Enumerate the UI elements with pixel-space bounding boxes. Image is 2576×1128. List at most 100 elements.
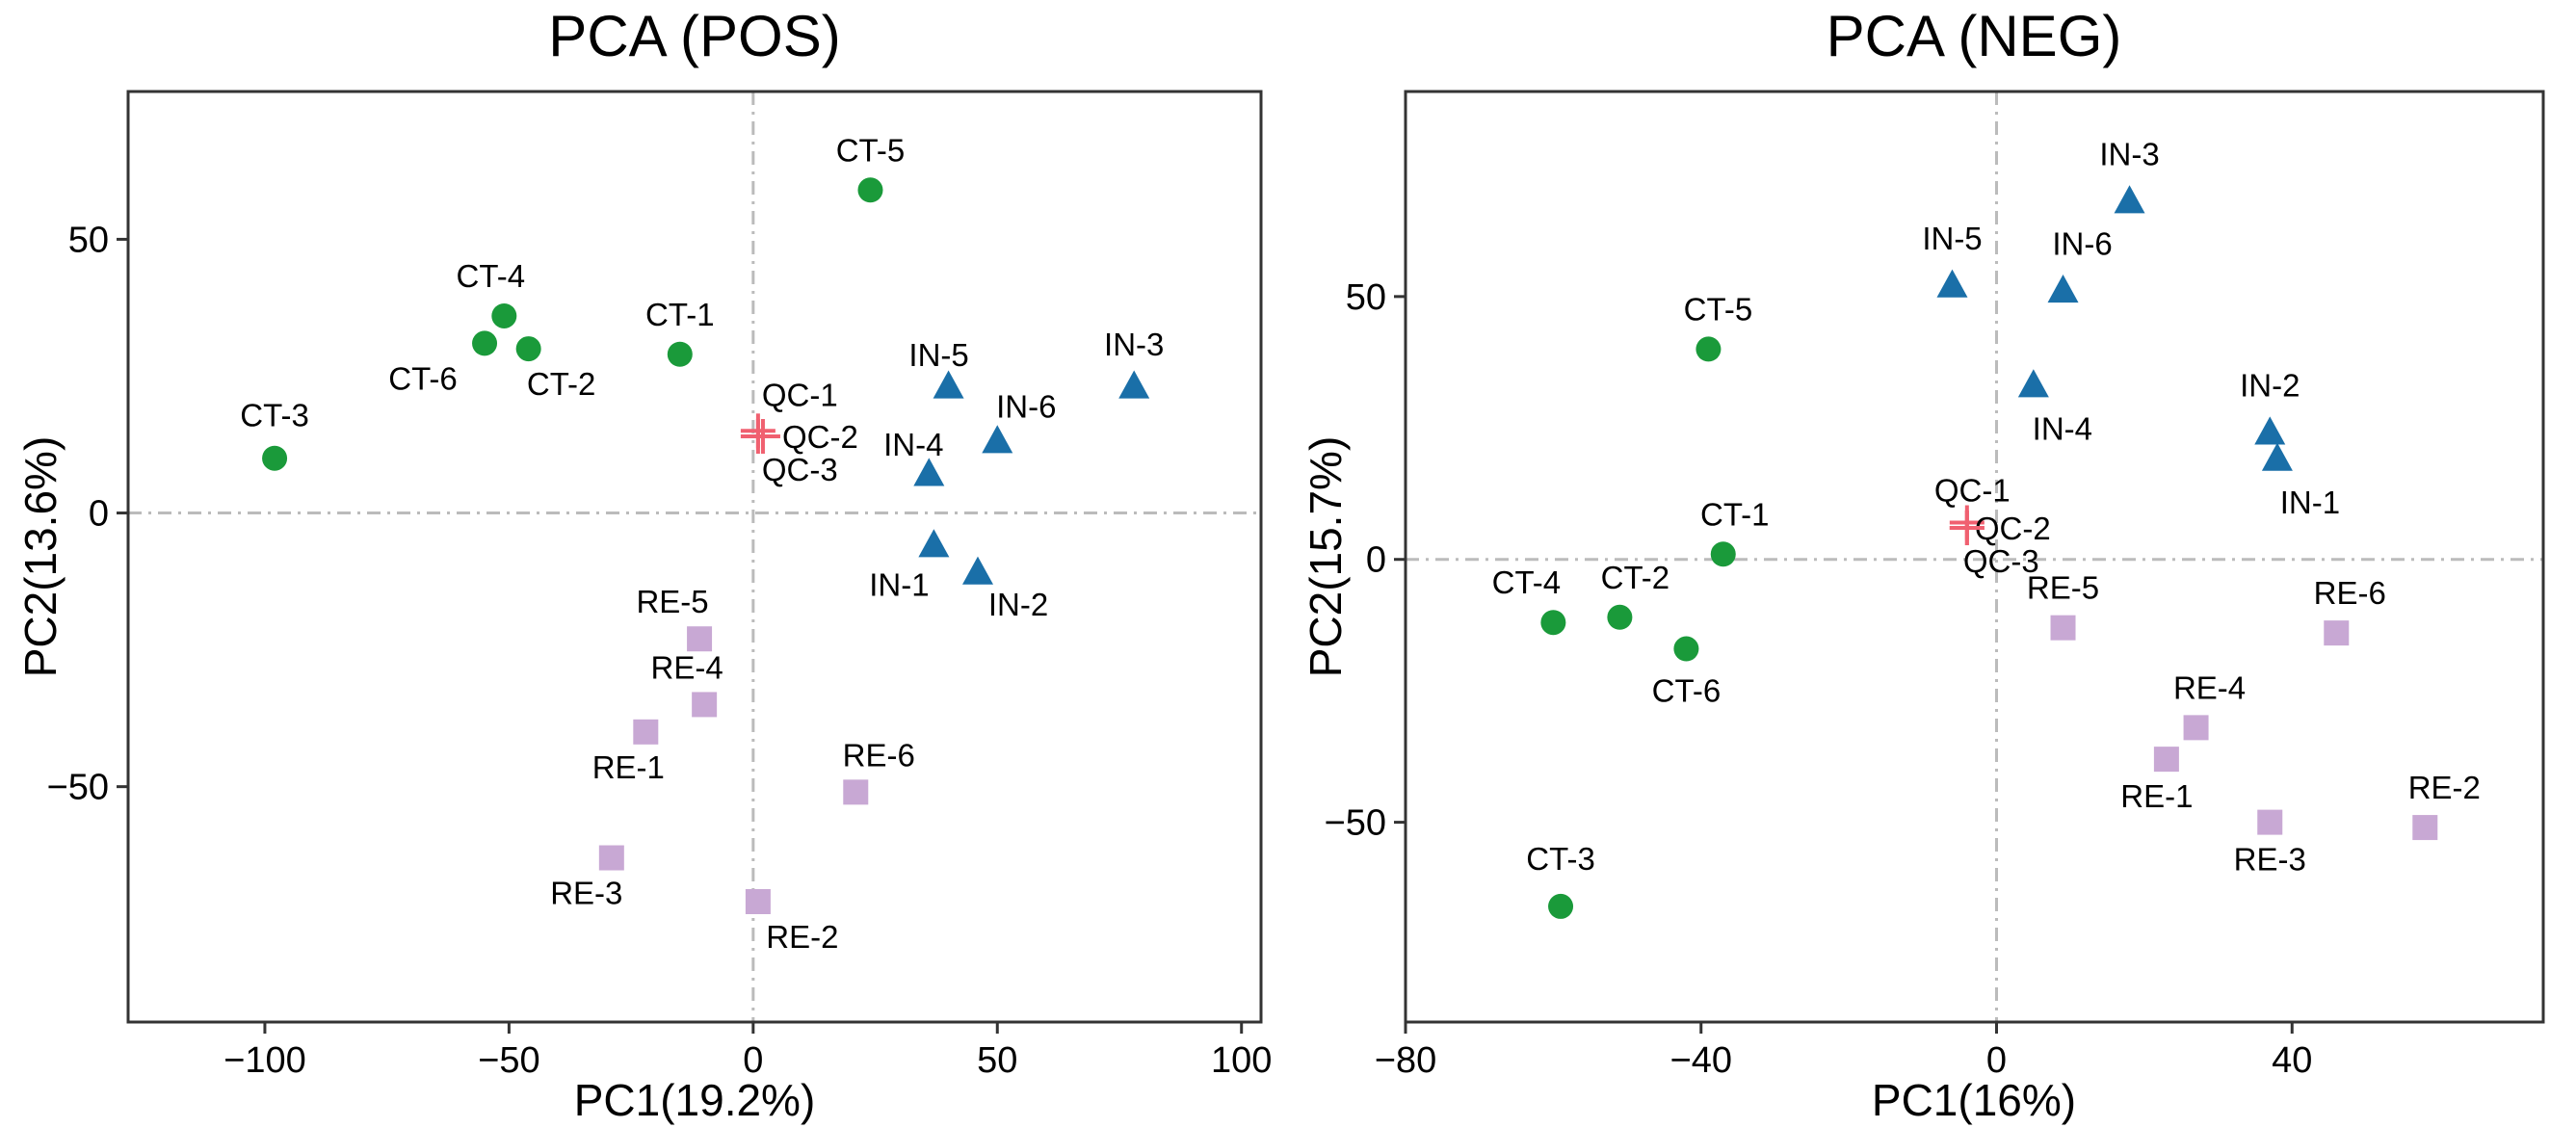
point-re-6 [843, 779, 869, 805]
point-label-ct-3: CT-3 [1526, 841, 1595, 877]
point-re-4 [2183, 715, 2209, 741]
point-label-in-1: IN-1 [869, 567, 929, 603]
point-in-1 [2261, 442, 2293, 471]
plot-frame [126, 90, 1263, 1024]
x-tick-label: 0 [743, 1040, 763, 1081]
x-tick-label: 40 [2272, 1040, 2312, 1081]
point-label-qc-1: QC-1 [1934, 473, 2011, 509]
x-tick-label: 50 [977, 1040, 1017, 1081]
point-label-ct-2: CT-2 [1601, 560, 1670, 595]
point-ct-3 [262, 445, 288, 471]
point-in-6 [982, 425, 1013, 454]
y-tick-label: 50 [1346, 277, 1386, 318]
point-ct-1 [1710, 541, 1736, 567]
point-label-re-2: RE-2 [2408, 770, 2481, 805]
point-label-ct-4: CT-4 [1492, 564, 1562, 600]
point-in-2 [962, 556, 993, 585]
point-label-in-6: IN-6 [996, 389, 1056, 425]
y-tick-label: 0 [89, 494, 109, 535]
point-label-ct-3: CT-3 [240, 398, 309, 433]
point-in-3 [1118, 370, 1150, 399]
point-ct-4 [1540, 610, 1566, 636]
point-re-4 [692, 692, 718, 718]
point-ct-1 [667, 341, 693, 367]
point-ct-6 [472, 330, 498, 356]
y-axis-label: PC2(13.6%) [15, 436, 66, 678]
point-ct-2 [1607, 604, 1633, 630]
point-ct-3 [1548, 893, 1574, 919]
x-axis-label: PC1(19.2%) [574, 1075, 816, 1125]
point-re-6 [2324, 620, 2350, 646]
x-tick-label: 0 [1986, 1040, 2007, 1081]
point-label-in-5: IN-5 [1922, 221, 1982, 256]
point-label-in-2: IN-2 [988, 587, 1048, 622]
point-label-in-3: IN-3 [2099, 137, 2159, 172]
point-label-ct-1: CT-1 [1700, 496, 1770, 532]
point-re-1 [2153, 747, 2179, 773]
point-ct-5 [1695, 336, 1722, 362]
point-label-qc-3: QC-3 [762, 452, 838, 487]
y-tick-label: −50 [47, 768, 109, 808]
point-ct-2 [515, 336, 541, 362]
x-tick-label: −100 [223, 1040, 306, 1081]
point-label-re-6: RE-6 [2314, 575, 2386, 611]
point-in-2 [2254, 416, 2286, 445]
point-label-ct-2: CT-2 [527, 366, 596, 402]
point-label-re-3: RE-3 [550, 876, 622, 911]
x-axis-label: PC1(16%) [1872, 1075, 2076, 1125]
point-label-re-4: RE-4 [651, 649, 723, 685]
point-in-1 [918, 529, 950, 558]
point-in-5 [1936, 269, 1968, 298]
point-label-qc-2: QC-2 [782, 419, 858, 455]
point-label-re-1: RE-1 [2120, 778, 2193, 814]
point-in-4 [913, 458, 945, 486]
point-in-5 [933, 370, 964, 399]
y-axis-label: PC2(15.7%) [1301, 436, 1351, 678]
point-label-ct-5: CT-5 [1684, 291, 1753, 327]
point-label-ct-4: CT-4 [457, 258, 526, 294]
point-label-ct-1: CT-1 [645, 297, 715, 332]
chart-panel-1: PCA (POS) −100 −50 0 50 100 −50 0 50 PC1(19.2%) PC… [15, 4, 1272, 1125]
point-label-in-4: IN-4 [2033, 411, 2092, 447]
point-label-in-6: IN-6 [2052, 225, 2112, 261]
point-in-4 [2017, 369, 2049, 398]
point-re-3 [598, 845, 624, 871]
point-label-in-3: IN-3 [1104, 327, 1164, 362]
point-re-1 [633, 719, 659, 745]
point-ct-5 [857, 177, 883, 203]
point-label-re-5: RE-5 [636, 584, 708, 619]
point-label-re-1: RE-1 [592, 749, 665, 785]
point-label-in-5: IN-5 [908, 337, 968, 373]
point-re-2 [745, 888, 771, 914]
chart-panel-2: PCA (NEG) −80 −40 0 40 −50 0 50 PC1(16%) PC2(15.7… [1301, 4, 2545, 1125]
plot-frame [1404, 90, 2545, 1024]
point-re-5 [687, 626, 713, 652]
chart-title: PCA (POS) [548, 4, 840, 68]
y-tick-label: −50 [1325, 803, 1386, 844]
point-label-re-3: RE-3 [2234, 842, 2306, 878]
x-tick-label: −40 [1670, 1040, 1732, 1081]
point-label-re-4: RE-4 [2173, 669, 2246, 705]
x-tick-label: −80 [1375, 1040, 1436, 1081]
point-label-qc-3: QC-3 [1963, 543, 2039, 579]
point-label-in-1: IN-1 [2280, 485, 2340, 520]
point-label-ct-6: CT-6 [1652, 673, 1722, 709]
point-label-in-4: IN-4 [883, 427, 943, 462]
point-label-ct-6: CT-6 [388, 360, 458, 396]
y-tick-label: 50 [68, 220, 109, 260]
point-re-3 [2257, 809, 2283, 835]
point-in-3 [2114, 185, 2145, 214]
point-label-qc-2: QC-2 [1975, 511, 2051, 546]
point-in-6 [2047, 275, 2079, 303]
x-tick-label: 100 [1211, 1040, 1272, 1081]
point-label-re-5: RE-5 [2027, 570, 2099, 606]
point-ct-4 [491, 302, 517, 328]
point-label-qc-1: QC-1 [762, 377, 838, 412]
point-ct-6 [1673, 636, 1699, 662]
point-re-5 [2050, 615, 2076, 641]
point-re-2 [2412, 815, 2438, 841]
chart-title: PCA (NEG) [1827, 4, 2122, 68]
point-label-re-2: RE-2 [766, 919, 838, 955]
y-tick-label: 0 [1366, 540, 1386, 581]
